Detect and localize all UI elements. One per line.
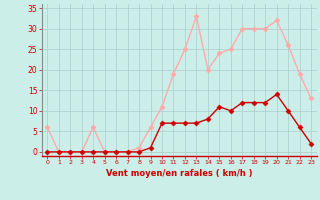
- X-axis label: Vent moyen/en rafales ( km/h ): Vent moyen/en rafales ( km/h ): [106, 169, 252, 178]
